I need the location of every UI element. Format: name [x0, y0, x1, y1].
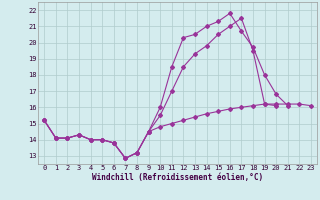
X-axis label: Windchill (Refroidissement éolien,°C): Windchill (Refroidissement éolien,°C) [92, 173, 263, 182]
